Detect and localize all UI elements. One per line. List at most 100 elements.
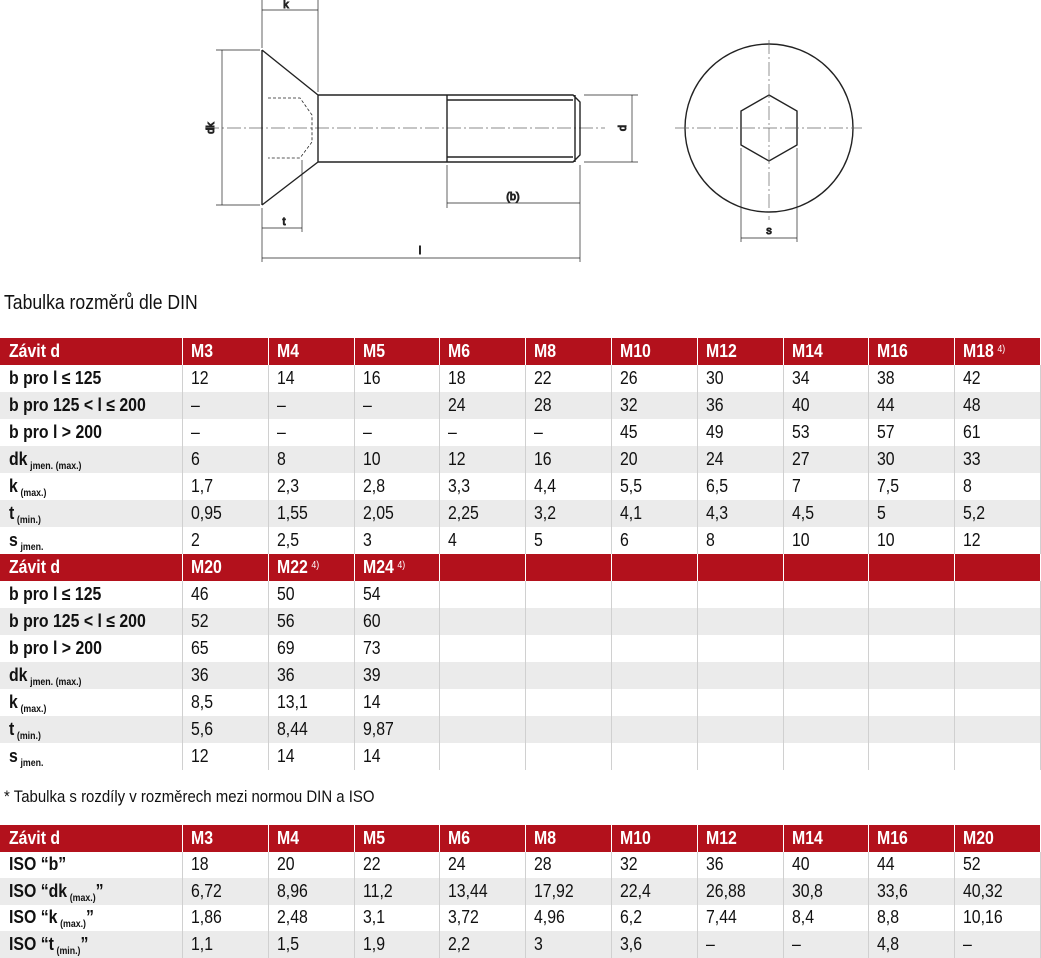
cell-text: 4,5	[792, 503, 814, 524]
header-cell: Závit d	[0, 554, 183, 581]
cell-text: 1,7	[191, 476, 213, 497]
table-cell: –	[440, 419, 527, 446]
cell-value: 4,8	[877, 933, 900, 954]
table-cell: k (max.)	[0, 473, 183, 500]
cell-text: 4,3	[706, 503, 728, 524]
cell-value: M20	[191, 557, 222, 577]
table-cell: 38	[869, 365, 956, 392]
cell-value: 2,3	[276, 476, 299, 496]
cell-text: 26,88	[706, 881, 746, 902]
table-cell: 26,88	[698, 878, 784, 905]
table-cell	[440, 716, 527, 743]
table-cell	[440, 608, 527, 635]
header-cell: M8	[526, 338, 612, 365]
cell-value: –	[276, 395, 286, 415]
cell-value: 8	[963, 476, 972, 496]
cell-text: M6	[448, 341, 470, 362]
cell-text: 57	[877, 422, 895, 443]
subscript: (max.)	[60, 919, 86, 931]
cell-value: 28	[534, 395, 552, 415]
table-cell: 8,8	[869, 904, 956, 931]
cell-value: 36	[705, 854, 724, 875]
table-cell: 30	[869, 446, 956, 473]
cell-text: 24	[448, 854, 466, 875]
cell-value: 54	[362, 584, 381, 604]
table-cell: 18	[440, 365, 527, 392]
header-cell: M8	[526, 825, 612, 852]
cell-text: –	[963, 934, 972, 955]
cell-value: 5,2	[963, 503, 986, 523]
table-cell	[955, 689, 1041, 716]
table-cell: 3,6	[612, 931, 698, 958]
table-cell: 44	[869, 851, 956, 878]
table-cell: t (min.)	[0, 500, 183, 527]
cell-value: 24	[448, 854, 467, 875]
cell-text: M18 4)	[963, 341, 1005, 362]
cell-text: M12	[706, 828, 737, 849]
table-cell: 36	[698, 851, 784, 878]
header-cell: M6	[440, 338, 527, 365]
cell-value: 2,5	[276, 530, 299, 550]
table-cell	[698, 581, 784, 608]
cell-value: 60	[362, 611, 381, 631]
table-cell: 45	[612, 419, 698, 446]
table-row: s jmen. 2 2,5 3 4 5 6 8 10 10 12	[0, 527, 1041, 554]
table-cell: 7,5	[869, 473, 956, 500]
table-cell: 28	[526, 851, 612, 878]
cell-value: 1,7	[191, 476, 214, 496]
header-cell: M10	[612, 338, 698, 365]
table-cell: 36	[698, 392, 784, 419]
cell-text: 10	[877, 530, 895, 551]
cell-text: b pro l > 200	[9, 638, 102, 659]
table-cell: 22	[355, 851, 441, 878]
cell-value: M6	[448, 341, 471, 361]
table-cell: 52	[183, 608, 269, 635]
table-cell: 1,55	[269, 500, 355, 527]
cell-text: M8	[534, 828, 556, 849]
table-cell: 3,72	[440, 904, 527, 931]
table-cell	[612, 581, 698, 608]
cell-text: 52	[191, 611, 209, 632]
table-cell: 4,1	[612, 500, 698, 527]
cell-text: Závit d	[9, 828, 60, 849]
cell-text: 30	[706, 368, 724, 389]
dim-label: k	[283, 0, 289, 11]
cell-text: 48	[963, 395, 981, 416]
cell-value: 26	[619, 368, 638, 388]
table-cell: 39	[355, 662, 441, 689]
table-cell: –	[269, 419, 355, 446]
table-cell: 2,8	[355, 473, 441, 500]
table-cell: 36	[269, 662, 355, 689]
table-cell: 34	[784, 365, 870, 392]
cell-text: 42	[963, 368, 981, 389]
cell-value: 1,9	[362, 933, 385, 954]
cell-text: ISO “k (max.)”	[9, 907, 94, 931]
cell-value: M16	[877, 827, 909, 848]
cell-value: 13,44	[448, 880, 489, 901]
table-cell	[612, 743, 698, 770]
cell-text: M12	[706, 341, 737, 362]
subscript: (min.)	[16, 515, 41, 526]
cell-text: 54	[363, 584, 381, 605]
table-row: b pro l > 200 65 69 73	[0, 635, 1041, 662]
table-row: ISO “b” 18 20 22 24 28 32 36 40 44 52	[0, 851, 1041, 878]
table-cell	[526, 689, 612, 716]
cell-value: 2	[191, 530, 200, 550]
table-cell: 5,6	[183, 716, 269, 743]
cell-text: 8,4	[792, 907, 814, 928]
header-cell	[526, 554, 612, 581]
cell-text: 8	[963, 476, 972, 497]
table-cell: 14	[269, 743, 355, 770]
cell-value: 39	[362, 665, 381, 685]
table-cell: b pro l > 200	[0, 635, 183, 662]
table-cell: 40	[784, 851, 870, 878]
table-cell: 17,92	[526, 878, 612, 905]
cell-text: 30	[877, 449, 895, 470]
table-cell: 14	[269, 365, 355, 392]
cell-text: 1,55	[277, 503, 308, 524]
table-cell: –	[784, 931, 870, 958]
table-cell: 20	[269, 851, 355, 878]
cell-value: b pro l > 200	[9, 422, 102, 442]
table-cell: 4,3	[698, 500, 784, 527]
cell-text: 1,5	[277, 934, 299, 955]
